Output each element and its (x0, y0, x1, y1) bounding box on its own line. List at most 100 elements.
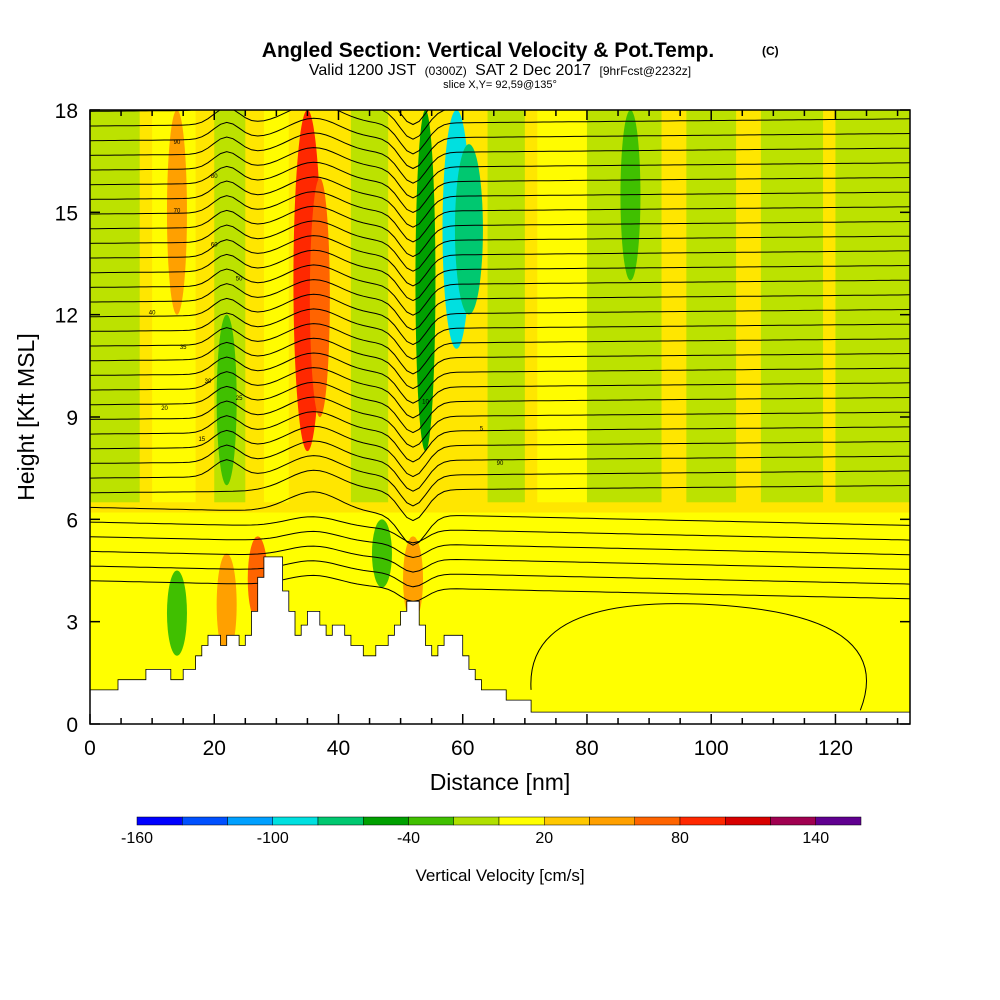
isotherm (90, 220, 910, 272)
isotherm (90, 264, 910, 316)
isotherm (90, 469, 910, 522)
colorbar-tick-label: 20 (535, 830, 553, 847)
subtitle-date: SAT 2 Dec 2017 (475, 62, 591, 79)
x-tick-label: 80 (575, 737, 598, 760)
chart-subtitle: Valid 1200 JST (0300Z) SAT 2 Dec 2017 [9… (309, 62, 691, 79)
isotherm (90, 455, 910, 507)
colorbar-swatch (453, 816, 500, 826)
chart-slice-info: slice X,Y= 92,59@135° (443, 79, 557, 91)
x-tick-label: 60 (451, 737, 474, 760)
subtitle-forecast: [9hrFcst@2232z] (600, 64, 692, 78)
x-tick-label: 0 (84, 737, 96, 760)
y-tick-label: 6 (66, 509, 78, 532)
isotherm (90, 425, 910, 478)
velocity-cell (309, 178, 330, 417)
velocity-strand (537, 110, 587, 503)
velocity-strand (487, 110, 525, 503)
isotherm-label: 5 (480, 427, 484, 433)
isotherm-label: 90 (497, 461, 504, 467)
isotherm-label: 60 (211, 242, 218, 248)
colorbar-tick-label: -40 (397, 830, 420, 847)
isotherm (90, 574, 910, 603)
isotherm (90, 516, 910, 544)
y-tick-label: 12 (55, 305, 78, 328)
isotherm (90, 440, 910, 492)
velocity-field (90, 110, 910, 724)
velocity-strand (686, 110, 737, 503)
isotherm (90, 308, 910, 360)
y-tick-label: 0 (66, 714, 78, 737)
isotherm-label: 70 (174, 208, 181, 214)
isotherm (90, 147, 910, 199)
isotherm (90, 396, 910, 448)
isotherm-label: 90 (174, 140, 181, 146)
velocity-cell (216, 314, 237, 486)
velocity-strand (263, 110, 289, 503)
isotherm (90, 132, 910, 184)
isotherm (530, 603, 867, 711)
colorbar-swatch (408, 816, 454, 826)
velocity-strand (90, 110, 140, 503)
colorbar-swatch (136, 816, 183, 826)
isotherm (90, 161, 910, 214)
velocity-cell (166, 110, 187, 315)
isotherm-label: 20 (161, 406, 168, 412)
isotherm-label: 25 (236, 396, 243, 402)
axis-tick-labels: 0 20 40 60 80 100 120 0 3 6 9 12 15 18 (55, 100, 853, 760)
isotherm (90, 205, 910, 258)
colorbar-swatch (770, 816, 816, 826)
colorbar-tick-label: 80 (671, 830, 689, 847)
isotherm-label: 10 (422, 399, 429, 405)
colorbar-tick-label: -160 (121, 830, 153, 847)
isotherm-label: 40 (149, 311, 156, 317)
velocity-cell (216, 553, 237, 656)
velocity-strand (760, 110, 824, 503)
isotherm-label: 30 (205, 379, 212, 385)
chart-title: Angled Section: Vertical Velocity & Pot.… (262, 39, 714, 62)
colorbar-swatch (589, 816, 635, 826)
colorbar-tick-labels: -160 -100 -40 20 80 140 (121, 830, 829, 847)
colorbar-swatch (272, 816, 319, 826)
x-axis-label: Distance [nm] (430, 769, 571, 795)
colorbar-swatch (317, 816, 364, 826)
x-tick-label: 120 (818, 737, 853, 760)
isotherm (90, 545, 910, 573)
axis-ticks (89, 109, 910, 725)
isotherm (90, 491, 910, 546)
isotherm-label: 35 (180, 345, 187, 351)
velocity-cell (620, 110, 641, 281)
isotherm (90, 191, 910, 243)
colorbar-tick-label: -100 (257, 830, 289, 847)
colorbar-swatch (815, 816, 862, 826)
colorbar-label: Vertical Velocity [cm/s] (415, 866, 584, 885)
velocity-cell (166, 570, 187, 656)
y-tick-label: 15 (55, 202, 78, 225)
colorbar-swatch (498, 816, 545, 826)
isotherm (90, 293, 910, 346)
y-tick-label: 9 (66, 407, 78, 430)
isotherm (90, 530, 910, 559)
colorbar (136, 816, 862, 826)
colorbar-tick-label: 140 (802, 830, 829, 847)
colorbar-swatch (182, 816, 228, 826)
x-tick-label: 20 (203, 737, 226, 760)
y-tick-label: 3 (66, 612, 78, 635)
colorbar-swatch (725, 816, 771, 826)
isotherm (90, 323, 910, 375)
isotherm (90, 337, 910, 390)
colorbar-swatch (544, 816, 590, 826)
isotherm (90, 381, 910, 434)
colorbar-swatch (363, 816, 409, 826)
colorbar-swatch (227, 816, 273, 826)
isotherm (90, 279, 910, 331)
isotherm (90, 235, 910, 287)
colorbar-swatch (679, 816, 726, 826)
x-tick-label: 40 (327, 737, 350, 760)
y-axis-label: Height [Kft MSL] (13, 333, 39, 500)
isotherm (90, 560, 910, 588)
isotherm-label: 15 (198, 437, 205, 443)
velocity-cell (371, 519, 392, 588)
isotherm-label: 50 (236, 277, 243, 283)
isotherm (90, 411, 910, 463)
isotherm (90, 367, 910, 419)
